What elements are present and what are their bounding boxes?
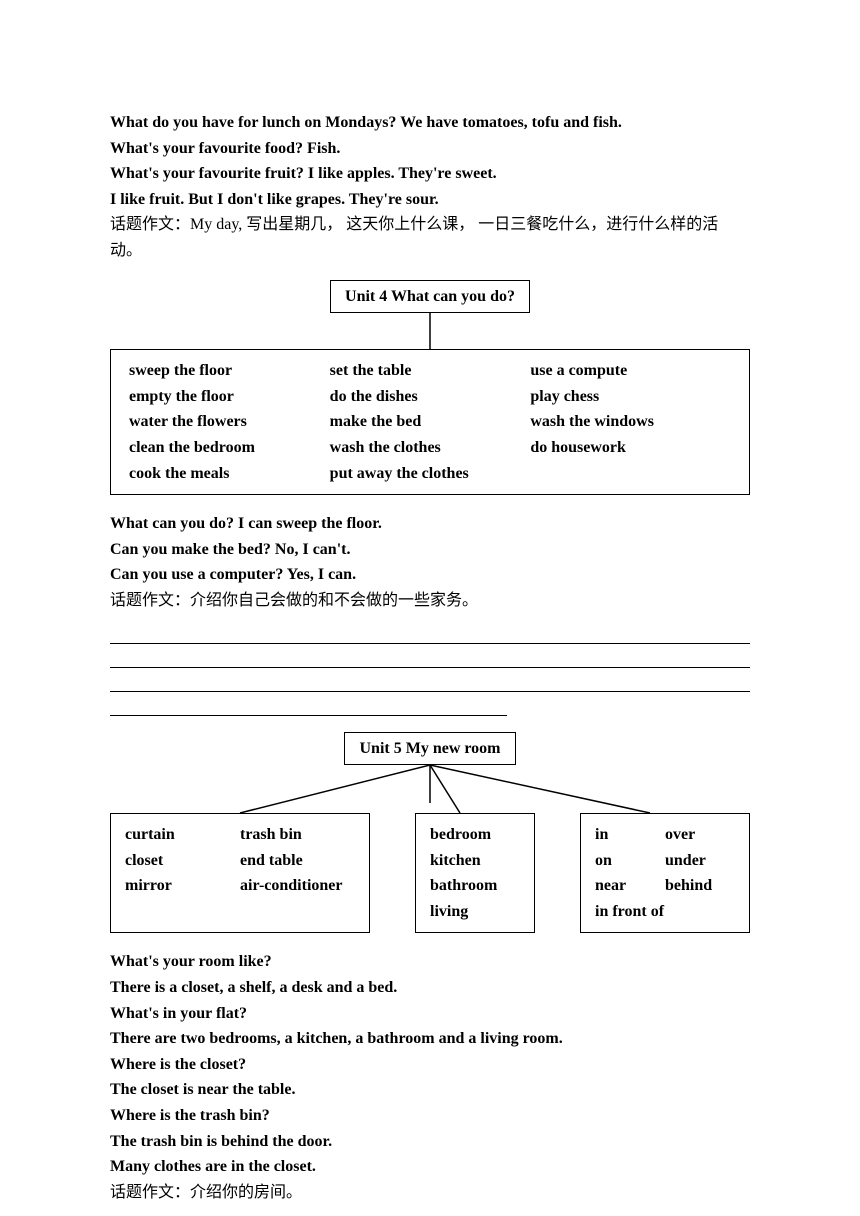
vocab-item: cook the meals bbox=[129, 461, 330, 487]
intro-line: I like fruit. But I don't like grapes. T… bbox=[110, 187, 750, 213]
sentence: What can you do? I can sweep the floor. bbox=[110, 511, 750, 537]
vocab-item: over bbox=[665, 822, 735, 848]
sentence: Where is the trash bin? bbox=[110, 1103, 750, 1129]
unit4-col3: use a compute play chess wash the window… bbox=[530, 358, 731, 486]
writing-line[interactable] bbox=[110, 692, 507, 716]
unit5-title: Unit 5 My new room bbox=[344, 732, 515, 766]
unit4-sentences: What can you do? I can sweep the floor. … bbox=[110, 511, 750, 613]
sentence: Where is the closet? bbox=[110, 1052, 750, 1078]
vocab-item: mirror bbox=[125, 873, 240, 899]
sentence: The trash bin is behind the door. bbox=[110, 1129, 750, 1155]
vocab-item: kitchen bbox=[430, 848, 520, 874]
vocab-item: living bbox=[430, 899, 520, 925]
unit5-box3: in on near in front of over under behind bbox=[580, 813, 750, 933]
vocab-item: trash bin bbox=[240, 822, 355, 848]
unit5-box1: curtain closet mirror trash bin end tabl… bbox=[110, 813, 370, 933]
sentence: Many clothes are in the closet. bbox=[110, 1154, 750, 1180]
vocab-item: use a compute bbox=[530, 358, 731, 384]
sentence: The closet is near the table. bbox=[110, 1077, 750, 1103]
unit5-connector-icon bbox=[110, 765, 750, 813]
vocab-item: on bbox=[595, 848, 665, 874]
unit4-col1: sweep the floor empty the floor water th… bbox=[129, 358, 330, 486]
vocab-item: bathroom bbox=[430, 873, 520, 899]
vocab-item: clean the bedroom bbox=[129, 435, 330, 461]
vocab-item: make the bed bbox=[330, 409, 531, 435]
vocab-item: behind bbox=[665, 873, 735, 899]
vocab-item: play chess bbox=[530, 384, 731, 410]
unit4-content-box: sweep the floor empty the floor water th… bbox=[110, 349, 750, 495]
vocab-item: air-conditioner bbox=[240, 873, 355, 899]
unit4-diagram: Unit 4 What can you do? sweep the floor … bbox=[110, 280, 750, 496]
sentence: Can you make the bed? No, I can't. bbox=[110, 537, 750, 563]
writing-line[interactable] bbox=[110, 620, 750, 644]
sentence: What's in your flat? bbox=[110, 1001, 750, 1027]
vocab-item: wash the clothes bbox=[330, 435, 531, 461]
intro-essay-prompt: 话题作文：My day, 写出星期几， 这天你上什么课， 一日三餐吃什么，进行什… bbox=[110, 212, 750, 263]
intro-line: What's your favourite food? Fish. bbox=[110, 136, 750, 162]
vocab-item: in front of bbox=[595, 899, 665, 925]
essay-prompt: 话题作文：介绍你自己会做的和不会做的一些家务。 bbox=[110, 588, 750, 614]
vocab-item: closet bbox=[125, 848, 240, 874]
vocab-item: near bbox=[595, 873, 665, 899]
vocab-item: bedroom bbox=[430, 822, 520, 848]
vocab-item: do the dishes bbox=[330, 384, 531, 410]
sentence: What's your room like? bbox=[110, 949, 750, 975]
vocab-item: end table bbox=[240, 848, 355, 874]
vocab-item: put away the clothes bbox=[330, 461, 531, 487]
sentence: Can you use a computer? Yes, I can. bbox=[110, 562, 750, 588]
writing-line[interactable] bbox=[110, 644, 750, 668]
essay-prompt: 话题作文：介绍你的房间。 bbox=[110, 1180, 750, 1206]
vocab-item: water the flowers bbox=[129, 409, 330, 435]
intro-line: What do you have for lunch on Mondays? W… bbox=[110, 110, 750, 136]
unit4-connector-icon bbox=[110, 313, 750, 349]
vocab-item: under bbox=[665, 848, 735, 874]
sentence: There are two bedrooms, a kitchen, a bat… bbox=[110, 1026, 750, 1052]
intro-line: What's your favourite fruit? I like appl… bbox=[110, 161, 750, 187]
vocab-item: sweep the floor bbox=[129, 358, 330, 384]
unit4-title: Unit 4 What can you do? bbox=[330, 280, 530, 314]
vocab-item: empty the floor bbox=[129, 384, 330, 410]
intro-block: What do you have for lunch on Mondays? W… bbox=[110, 110, 750, 264]
unit4-col2: set the table do the dishes make the bed… bbox=[330, 358, 531, 486]
vocab-item: do housework bbox=[530, 435, 731, 461]
unit5-box2: bedroom kitchen bathroom living bbox=[415, 813, 535, 933]
writing-lines bbox=[110, 620, 750, 716]
writing-line[interactable] bbox=[110, 668, 750, 692]
vocab-item: set the table bbox=[330, 358, 531, 384]
sentence: There is a closet, a shelf, a desk and a… bbox=[110, 975, 750, 1001]
unit5-diagram: Unit 5 My new room curtain closet mirror… bbox=[110, 732, 750, 934]
vocab-item: wash the windows bbox=[530, 409, 731, 435]
unit5-sentences: What's your room like? There is a closet… bbox=[110, 949, 750, 1205]
vocab-item: curtain bbox=[125, 822, 240, 848]
vocab-item: in bbox=[595, 822, 665, 848]
